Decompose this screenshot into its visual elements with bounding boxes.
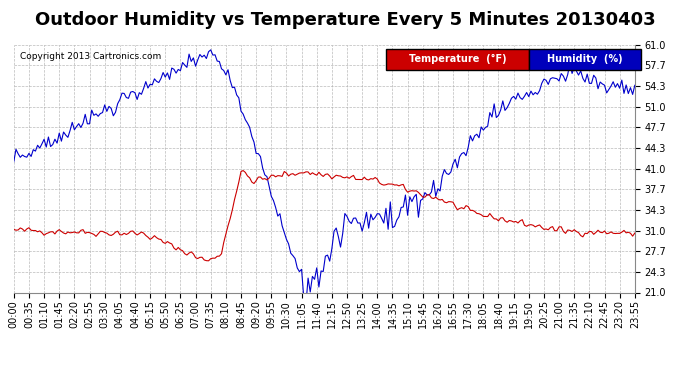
Text: Copyright 2013 Cartronics.com: Copyright 2013 Cartronics.com bbox=[20, 53, 161, 62]
FancyBboxPatch shape bbox=[529, 49, 641, 70]
FancyBboxPatch shape bbox=[386, 49, 529, 70]
Text: Outdoor Humidity vs Temperature Every 5 Minutes 20130403: Outdoor Humidity vs Temperature Every 5 … bbox=[34, 11, 655, 29]
Text: Humidity  (%): Humidity (%) bbox=[547, 54, 623, 64]
Text: Temperature  (°F): Temperature (°F) bbox=[409, 54, 506, 64]
